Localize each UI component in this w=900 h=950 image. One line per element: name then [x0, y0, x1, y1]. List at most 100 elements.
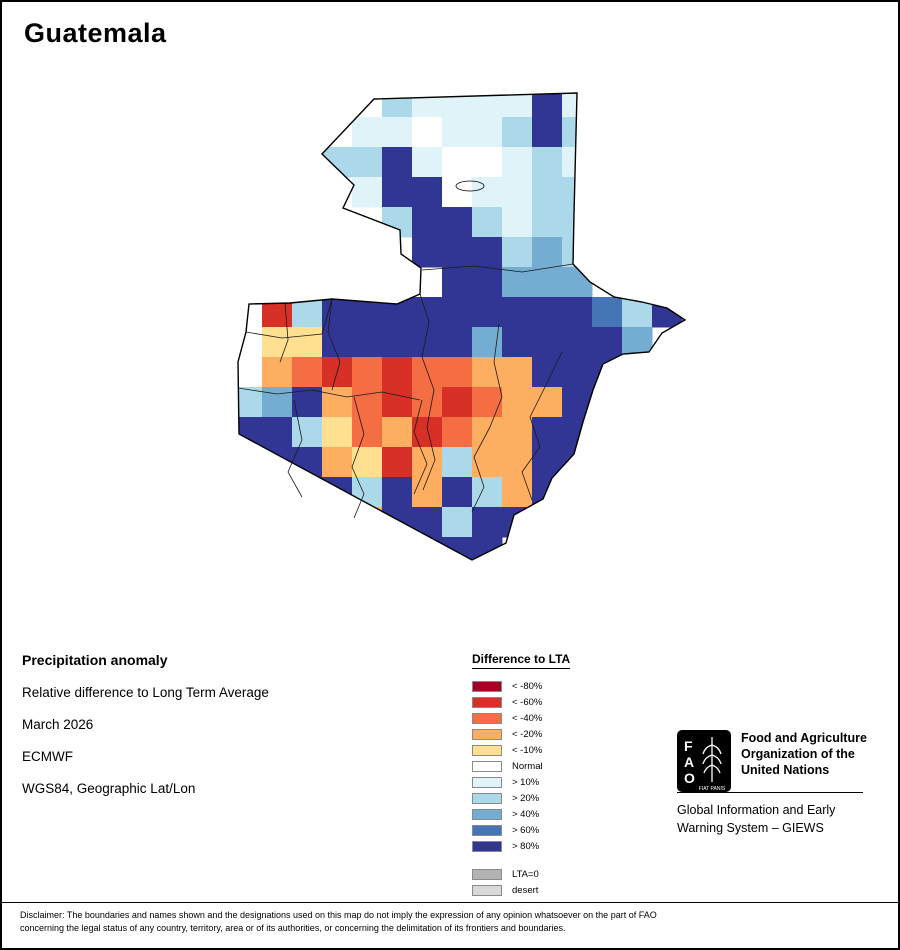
raster-cell — [502, 177, 533, 208]
raster-cell — [382, 507, 413, 538]
raster-cell — [382, 447, 413, 478]
raster-cell — [382, 177, 413, 208]
legend-swatch — [472, 776, 502, 788]
legend-swatch — [472, 680, 502, 692]
raster-cell — [442, 477, 473, 508]
legend-swatch — [472, 712, 502, 724]
raster-cell — [562, 327, 593, 358]
fao-org-line: Organization of the — [741, 747, 855, 761]
fao-divider — [677, 792, 863, 793]
raster-cell — [382, 357, 413, 388]
raster-cell — [382, 537, 413, 560]
legend-swatch — [472, 884, 502, 896]
raster-cell — [562, 297, 593, 328]
raster-cell — [382, 93, 413, 118]
raster-cell — [262, 447, 293, 478]
raster-cell — [442, 147, 473, 178]
raster-cell — [472, 267, 503, 298]
raster-cell — [442, 237, 473, 268]
raster-cell — [442, 417, 473, 448]
raster-cell — [562, 387, 593, 418]
raster-cell — [502, 147, 533, 178]
raster-cell — [562, 207, 593, 238]
raster-cell — [472, 357, 503, 388]
legend-item: < -10% — [472, 742, 570, 758]
legend-title: Difference to LTA — [472, 652, 571, 669]
fao-org-name: Food and Agriculture Organization of the… — [741, 730, 873, 778]
raster-cell — [412, 93, 443, 118]
raster-cell — [562, 237, 593, 268]
legend-label: < -40% — [512, 712, 543, 724]
fao-motto: FIAT PANIS — [699, 786, 726, 792]
raster-cell — [442, 93, 473, 118]
raster-cell — [532, 267, 563, 298]
raster-cell — [472, 93, 503, 118]
raster-cell — [292, 357, 323, 388]
legend-label: < -80% — [512, 680, 543, 692]
department-boundary — [279, 302, 289, 363]
wheat-icon — [702, 737, 722, 782]
department-boundary — [421, 263, 574, 273]
raster-cell — [322, 507, 353, 538]
raster-cell — [502, 207, 533, 238]
raster-cell — [262, 387, 293, 418]
raster-cell — [532, 207, 563, 238]
legend-label: < -60% — [512, 696, 543, 708]
legend-label: < -20% — [512, 728, 543, 740]
raster-cell — [382, 147, 413, 178]
raster-cell — [352, 417, 383, 448]
raster-cell — [442, 507, 473, 538]
raster-cell — [322, 147, 353, 178]
raster-cell — [592, 387, 623, 418]
legend-items: < -80% < -60% < -40% < -20% < -10% Normal > 10… — [472, 678, 570, 854]
raster-cell — [562, 477, 593, 508]
raster-cell — [442, 447, 473, 478]
raster-cell — [382, 297, 413, 328]
raster-cell — [442, 357, 473, 388]
raster-cell — [472, 447, 503, 478]
raster-cell — [502, 267, 533, 298]
raster-cell — [382, 327, 413, 358]
giews-name: Global Information and Early Warning Sys… — [677, 801, 873, 837]
raster-cell — [412, 207, 443, 238]
raster-cell — [562, 357, 593, 388]
raster-cell — [352, 387, 383, 418]
legend-label: desert — [512, 884, 539, 896]
raster-cell — [382, 207, 413, 238]
fao-org-line: United Nations — [741, 763, 830, 777]
raster-cell — [532, 417, 563, 448]
department-boundary — [237, 387, 421, 401]
raster-cell — [502, 387, 533, 418]
raster-cell — [352, 537, 383, 560]
raster-cell — [532, 507, 563, 538]
legend: Difference to LTA < -80% < -60% < -40% < -2… — [472, 652, 571, 898]
raster-cell — [442, 297, 473, 328]
raster-cell — [652, 297, 683, 328]
legend-swatch — [472, 824, 502, 836]
legend-item: > 60% — [472, 822, 570, 838]
raster-cell — [382, 117, 413, 148]
department-boundary — [327, 298, 341, 391]
disclaimer-line: concerning the legal status of any count… — [20, 923, 566, 933]
raster-cell — [532, 177, 563, 208]
raster-cell — [532, 147, 563, 178]
raster-cell — [262, 417, 293, 448]
raster-cell — [562, 267, 593, 298]
legend-item: > 80% — [472, 838, 570, 854]
legend-label: > 40% — [512, 808, 540, 820]
raster-cell — [502, 117, 533, 148]
fao-branding: F A O FIAT PANIS Food and Agriculture Or… — [677, 730, 873, 837]
raster-cell — [412, 477, 443, 508]
raster-cell — [322, 327, 353, 358]
department-boundary — [419, 293, 436, 491]
legend-label: > 80% — [512, 840, 540, 852]
fao-org-line: Food and Agriculture — [741, 731, 867, 745]
raster-cell — [472, 297, 503, 328]
country-outline — [237, 92, 687, 561]
raster-cell — [352, 447, 383, 478]
raster-cell — [442, 207, 473, 238]
raster-cell — [532, 93, 563, 118]
raster-cell — [442, 267, 473, 298]
raster-cell — [472, 387, 503, 418]
raster-cell — [322, 387, 353, 418]
